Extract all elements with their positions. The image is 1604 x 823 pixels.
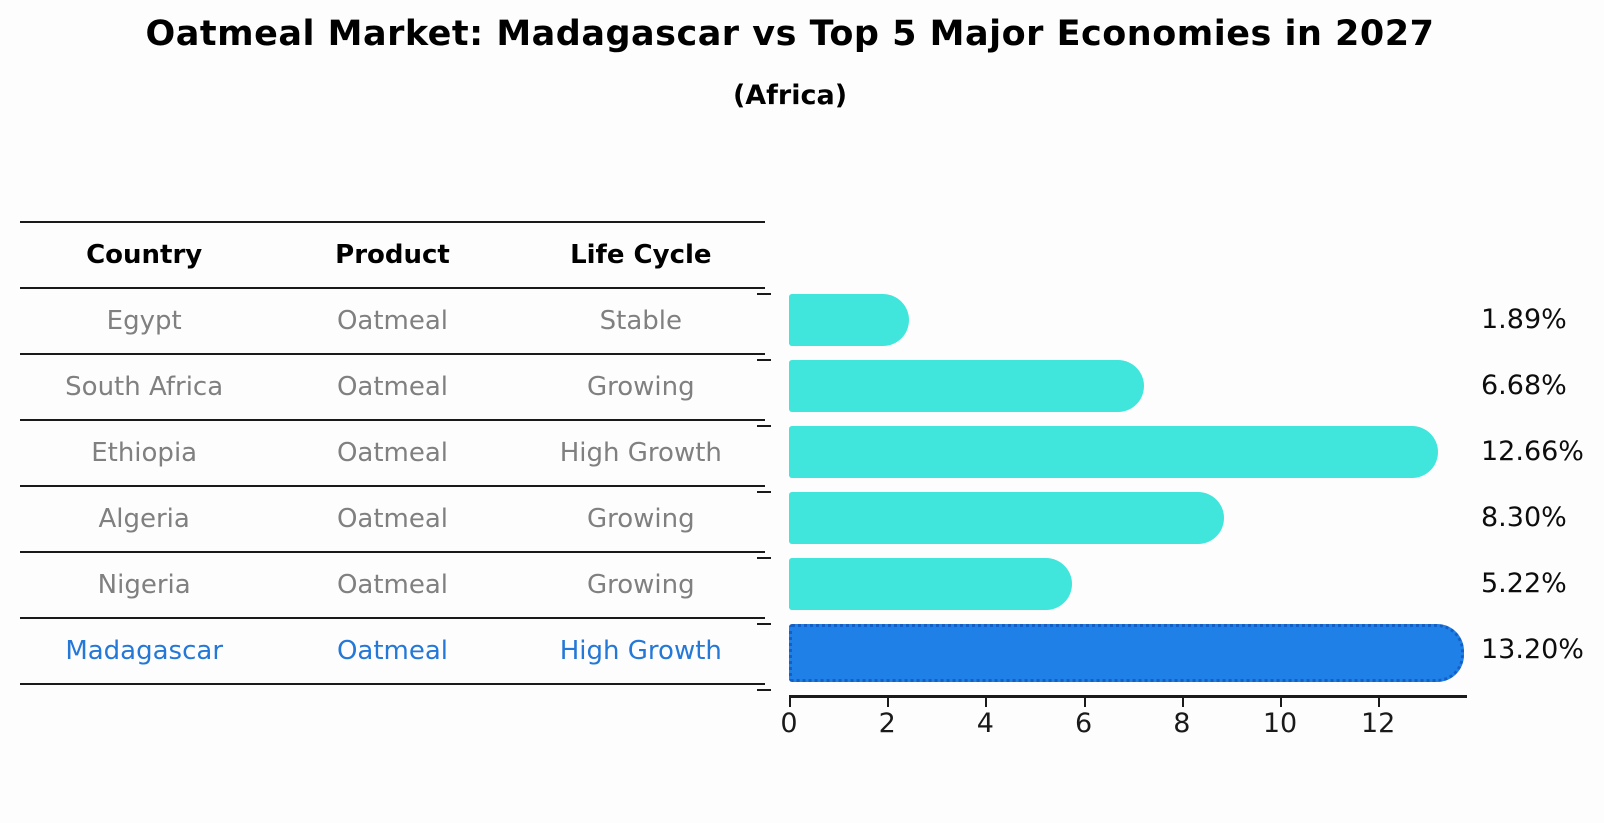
x-axis-tick-label: 12 [1361, 708, 1396, 739]
x-axis-tick-label: 0 [780, 708, 798, 739]
bar-nigeria [789, 558, 1073, 610]
x-axis-tick [1083, 698, 1086, 707]
bar-egypt [789, 294, 909, 346]
table-row-south-africa: South Africa Oatmeal Growing [20, 355, 765, 421]
value-label-south-africa: 6.68% [1481, 370, 1567, 401]
y-axis-tick [757, 293, 771, 295]
x-axis-tick [1181, 698, 1184, 707]
value-label-egypt: 1.89% [1481, 304, 1567, 335]
cell-product: Oatmeal [336, 306, 449, 336]
table-row-algeria: Algeria Oatmeal Growing [20, 487, 765, 553]
y-axis-tick [757, 623, 771, 625]
value-label-nigeria: 5.22% [1481, 568, 1567, 599]
x-axis-tick [887, 698, 890, 707]
cell-product: Oatmeal [336, 636, 449, 666]
cell-country: Egypt [106, 306, 182, 336]
chart-subtitle: (Africa) [732, 80, 848, 111]
y-axis-tick [757, 491, 771, 493]
x-axis-tick-label: 8 [1173, 708, 1191, 739]
bar-south-africa [789, 360, 1144, 412]
table-row-ethiopia: Ethiopia Oatmeal High Growth [20, 421, 765, 487]
cell-product: Oatmeal [336, 372, 449, 402]
value-label-madagascar: 13.20% [1481, 634, 1584, 665]
y-axis-tick [757, 689, 771, 691]
x-axis-tick-label: 10 [1262, 708, 1298, 739]
cell-country: Ethiopia [91, 438, 198, 468]
cell-life-cycle: High Growth [559, 636, 722, 666]
bar-ethiopia [789, 426, 1438, 478]
cell-life-cycle: Growing [586, 372, 695, 402]
chart-title: Oatmeal Market: Madagascar vs Top 5 Majo… [145, 14, 1435, 54]
cell-country: Algeria [98, 504, 190, 534]
column-header-product: Product [335, 240, 450, 270]
table-row-egypt: Egypt Oatmeal Stable [20, 289, 765, 355]
x-axis-tick-label: 2 [878, 708, 896, 739]
cell-life-cycle: High Growth [559, 438, 722, 468]
table-row-nigeria: Nigeria Oatmeal Growing [20, 553, 765, 619]
table-row-madagascar: Madagascar Oatmeal High Growth [20, 619, 765, 685]
bar-chart [789, 294, 1489, 754]
x-axis-tick [789, 698, 791, 707]
x-axis-tick-label: 4 [976, 708, 994, 739]
column-header-country: Country [86, 240, 203, 270]
cell-product: Oatmeal [336, 438, 449, 468]
y-axis-tick [757, 557, 771, 559]
cell-country: South Africa [65, 372, 224, 402]
column-header-life-cycle: Life Cycle [570, 240, 712, 270]
bar-madagascar [789, 624, 1465, 682]
cell-country: Madagascar [65, 636, 224, 666]
cell-life-cycle: Stable [599, 306, 682, 336]
x-axis-tick-label: 6 [1075, 708, 1093, 739]
x-axis-tick [985, 698, 988, 707]
value-label-algeria: 8.30% [1481, 502, 1567, 533]
value-label-ethiopia: 12.66% [1481, 436, 1584, 467]
bar-algeria [789, 492, 1224, 544]
x-axis-line [789, 695, 1467, 698]
table-header-row: Country Product Life Cycle [20, 223, 765, 289]
cell-life-cycle: Growing [586, 570, 695, 600]
y-axis-tick [757, 359, 771, 361]
cell-country: Nigeria [97, 570, 191, 600]
x-axis-tick [1280, 698, 1282, 707]
country-table: Country Product Life Cycle Egypt Oatmeal… [20, 221, 765, 685]
cell-life-cycle: Growing [586, 504, 695, 534]
x-axis-tick [1378, 698, 1381, 707]
cell-product: Oatmeal [336, 504, 449, 534]
cell-product: Oatmeal [336, 570, 449, 600]
y-axis-tick [757, 425, 771, 427]
